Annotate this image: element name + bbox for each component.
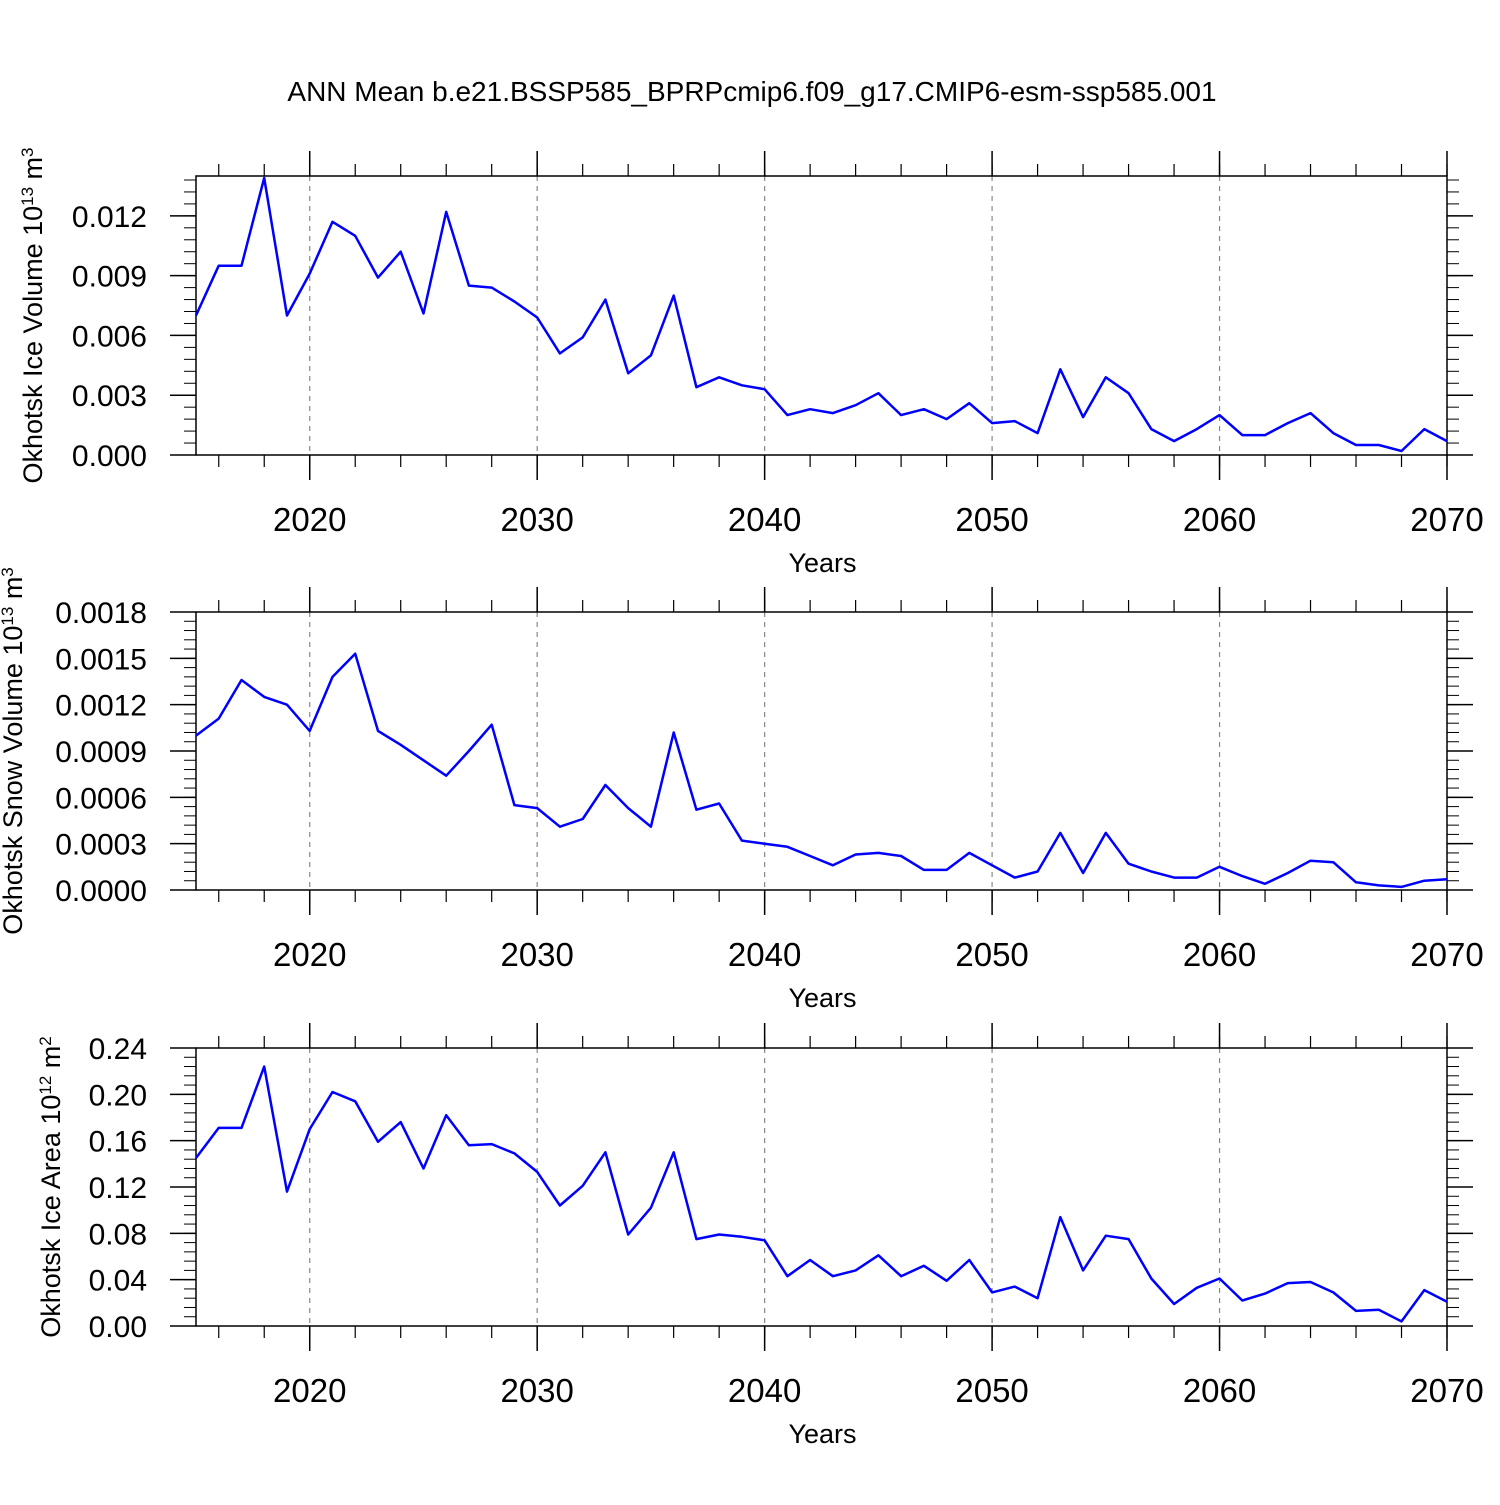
panel-3-y-axis-label: Okhotsk Ice Area 1012 m2 <box>36 1036 67 1338</box>
panel-2-y-axis-label: Okhotsk Snow Volume 1013 m3 <box>0 567 28 935</box>
panel-2-x-tick-label: 2060 <box>1183 936 1256 973</box>
panel-1-x-tick-label: 2040 <box>728 501 801 538</box>
panel-2-y-tick-label: 0.0009 <box>55 736 147 769</box>
panel-3-y-tick-label: 0.12 <box>89 1172 147 1205</box>
panel-1-x-tick-label: 2060 <box>1183 501 1256 538</box>
panel-1-y-tick-label: 0.003 <box>72 380 147 413</box>
panel-2-y-tick-label: 0.0018 <box>55 597 147 630</box>
panel-3-x-tick-label: 2020 <box>273 1372 346 1409</box>
panel-2-x-tick-label: 2050 <box>955 936 1028 973</box>
panel-1-y-tick-label: 0.012 <box>72 201 147 234</box>
panel-3-y-tick-label: 0.20 <box>89 1079 147 1112</box>
panel-1-x-tick-label: 2030 <box>500 501 573 538</box>
panel-1-y-tick-label: 0.006 <box>72 320 147 353</box>
panel-3-y-tick-label: 0.24 <box>89 1033 147 1066</box>
panel-2-series-line <box>195 652 1448 889</box>
panel-1-x-tick-label: 2020 <box>273 501 346 538</box>
panel-2-y-tick-label: 0.0000 <box>55 875 147 908</box>
panel-2-y-tick-label: 0.0012 <box>55 690 147 723</box>
panel-3-x-axis-label: Years <box>788 1419 856 1449</box>
panel-2-x-tick-label: 2070 <box>1410 936 1483 973</box>
panel-3-y-tick-label: 0.00 <box>89 1311 147 1344</box>
panel-2-x-tick-label: 2030 <box>500 936 573 973</box>
panel-1-x-tick-label: 2070 <box>1410 501 1483 538</box>
panel-1-y-tick-label: 0.000 <box>72 440 147 473</box>
panel-3-series-line <box>195 1065 1448 1323</box>
panel-3-x-tick-label: 2060 <box>1183 1372 1256 1409</box>
panel-3-x-tick-label: 2070 <box>1410 1372 1483 1409</box>
panel-2-x-tick-label: 2040 <box>728 936 801 973</box>
panel-2-y-tick-label: 0.0003 <box>55 829 147 862</box>
panel-2-y-tick-label: 0.0006 <box>55 782 147 815</box>
panel-1-plot-frame <box>195 175 1448 456</box>
panel-1-y-axis-label: Okhotsk Ice Volume 1013 m3 <box>18 147 49 483</box>
panel-1-y-tick-label: 0.009 <box>72 261 147 294</box>
panel-3-y-tick-label: 0.16 <box>89 1126 147 1159</box>
panel-3-plot-frame <box>195 1047 1448 1327</box>
panel-3-x-tick-label: 2040 <box>728 1372 801 1409</box>
panel-2-plot-frame <box>195 611 1448 891</box>
panel-3-y-tick-label: 0.08 <box>89 1218 147 1251</box>
panel-2-y-tick-label: 0.0015 <box>55 643 147 676</box>
figure-title: ANN Mean b.e21.BSSP585_BPRPcmip6.f09_g17… <box>287 76 1216 107</box>
panel-3-y-tick-label: 0.04 <box>89 1265 147 1298</box>
panel-1-series-line <box>194 176 1448 453</box>
panel-3-x-tick-label: 2050 <box>955 1372 1028 1409</box>
panel-1-x-axis-label: Years <box>788 548 856 578</box>
panel-3-x-tick-label: 2030 <box>500 1372 573 1409</box>
panel-2-x-axis-label: Years <box>788 983 856 1013</box>
panel-2-x-tick-label: 2020 <box>273 936 346 973</box>
panel-1-x-tick-label: 2050 <box>955 501 1028 538</box>
